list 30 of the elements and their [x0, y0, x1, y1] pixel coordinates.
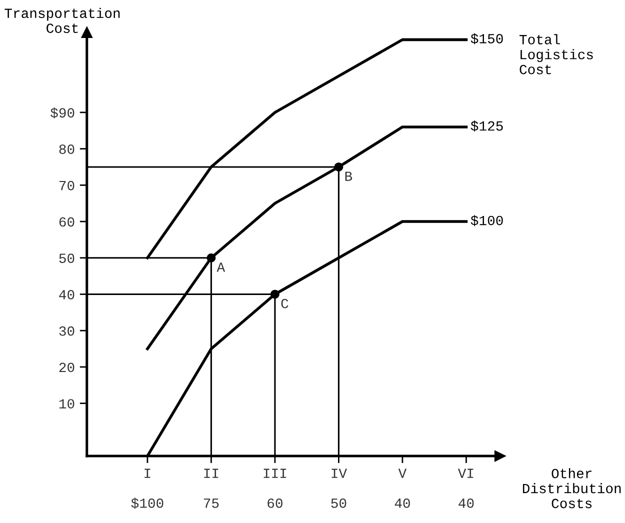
y-tick-label: 20 [59, 362, 74, 372]
series-label: $150 [470, 33, 503, 44]
y-tick-label: 40 [59, 290, 74, 300]
series-label: $125 [470, 120, 503, 132]
annotation: C [281, 298, 288, 308]
y-tick-label: 80 [59, 144, 74, 154]
text: $100 [131, 498, 164, 509]
text: Total Logistics Cost [520, 34, 593, 74]
x-tick-label: I [144, 468, 150, 478]
x-tick-label: III [264, 468, 286, 478]
annotation: B [345, 172, 352, 181]
text: 60 [268, 498, 282, 508]
y-tick-label: $90 [50, 107, 74, 118]
y-tick-label: 10 [59, 399, 74, 408]
y-axis-title: Transportation Cost [4, 8, 120, 34]
y-tick-label: 50 [59, 254, 74, 264]
x-tick-label: IV [332, 468, 347, 478]
x-tick-label: V [398, 468, 407, 478]
text: 50 [331, 498, 346, 508]
x-tick-label: VI [458, 468, 474, 478]
text: Other Distribution Costs [522, 468, 621, 508]
text: 40 [394, 498, 410, 508]
series-label: $100 [470, 215, 503, 226]
text: 75 [204, 498, 219, 508]
x-tick-label: II [204, 468, 218, 478]
annotation: A [216, 262, 226, 272]
y-tick-label: 70 [59, 180, 74, 190]
text: 40 [458, 498, 474, 508]
y-tick-label: 60 [59, 217, 74, 227]
y-tick-label: 30 [59, 326, 74, 336]
